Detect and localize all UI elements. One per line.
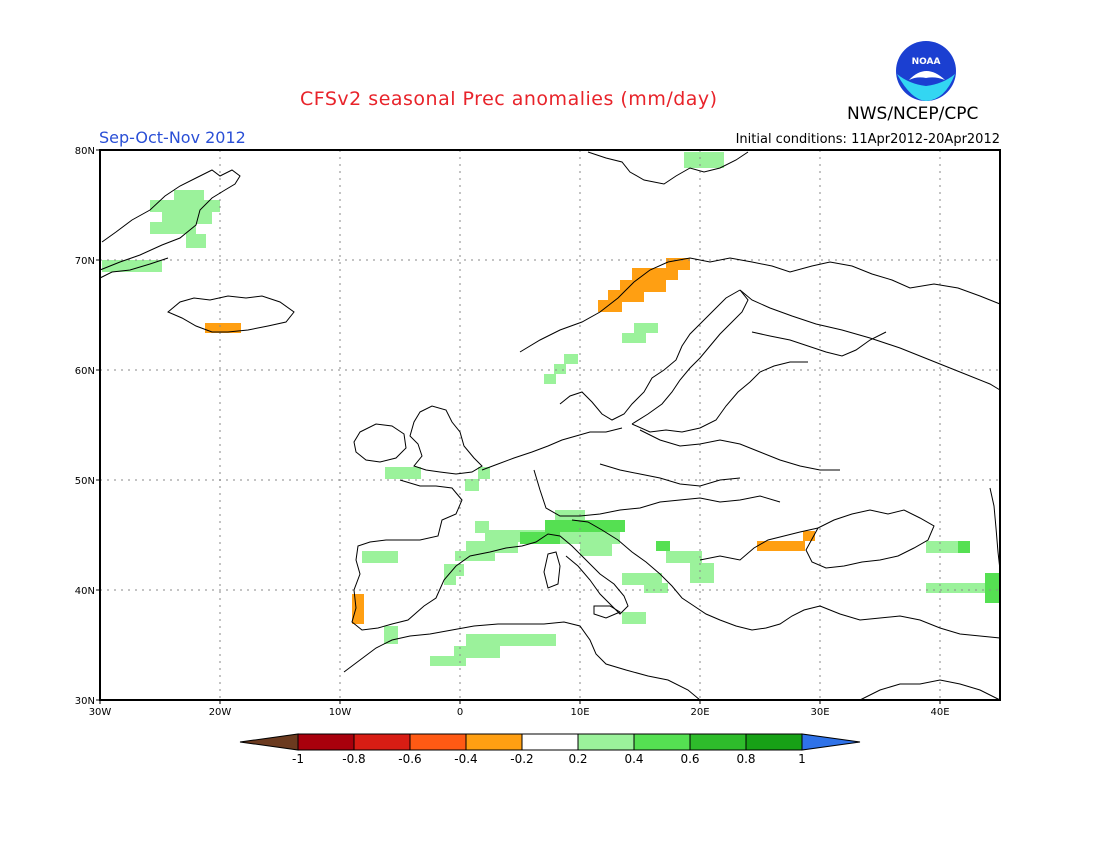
colorbar-swatch	[689, 733, 747, 751]
map-frame	[99, 149, 1001, 701]
lat-tick-label: 40N	[75, 586, 95, 597]
chart-title: CFSv2 seasonal Prec anomalies (mm/day)	[300, 88, 718, 110]
initial-conditions-label: Initial conditions: 11Apr2012-20Apr2012	[735, 132, 1000, 147]
colorbar-swatch	[409, 733, 467, 751]
map-grid	[100, 150, 1000, 700]
colorbar-swatch	[577, 733, 635, 751]
colorbar-swatch	[521, 733, 579, 751]
lat-tick-label: 30N	[75, 696, 95, 707]
coastlines	[99, 151, 1001, 701]
lat-tick-label: 80N	[75, 146, 95, 157]
colorbar-label: -0.6	[398, 752, 421, 766]
colorbar-label: -0.4	[454, 752, 477, 766]
colorbar-swatch	[745, 733, 803, 751]
lon-tick-label: 0	[457, 707, 463, 718]
colorbar-low-arrow	[239, 733, 299, 751]
lat-tick-label: 50N	[75, 476, 95, 487]
season-label: Sep-Oct-Nov 2012	[99, 128, 246, 147]
colorbar-label: -0.2	[510, 752, 533, 766]
colorbar-swatch	[353, 733, 411, 751]
colorbar-high-arrow	[801, 733, 861, 751]
logo-text: NOAA	[912, 57, 941, 67]
colorbar-label: -1	[292, 752, 304, 766]
colorbar-swatch	[297, 733, 355, 751]
lon-tick-label: 10W	[329, 707, 352, 718]
colorbar-swatch	[465, 733, 523, 751]
lon-tick-label: 40E	[930, 707, 949, 718]
lon-tick-label: 20E	[690, 707, 709, 718]
lon-tick-label: 30W	[89, 707, 112, 718]
organization-label: NWS/NCEP/CPC	[847, 104, 979, 124]
map-axes: 30W 20W 10W 0 10E 20E 30E 40E 30N 40N 50N 60N 70N 80N	[75, 146, 950, 718]
colorbar-label: 0.6	[680, 752, 699, 766]
lon-tick-label: 10E	[570, 707, 589, 718]
colorbar-label: 0.4	[624, 752, 643, 766]
lon-tick-label: 30E	[810, 707, 829, 718]
lat-tick-label: 70N	[75, 256, 95, 267]
lon-tick-label: 20W	[209, 707, 232, 718]
colorbar: -1 -0.8 -0.6 -0.4 -0.2 0.2 0.4 0.6 0.8 1	[239, 733, 861, 766]
colorbar-label: 0.2	[568, 752, 587, 766]
colorbar-swatch	[633, 733, 691, 751]
colorbar-label: -0.8	[342, 752, 365, 766]
anomaly-cells	[102, 152, 999, 666]
colorbar-label: 1	[798, 752, 806, 766]
colorbar-label: 0.8	[736, 752, 755, 766]
lat-tick-label: 60N	[75, 366, 95, 377]
noaa-logo: NOAA	[896, 41, 956, 101]
